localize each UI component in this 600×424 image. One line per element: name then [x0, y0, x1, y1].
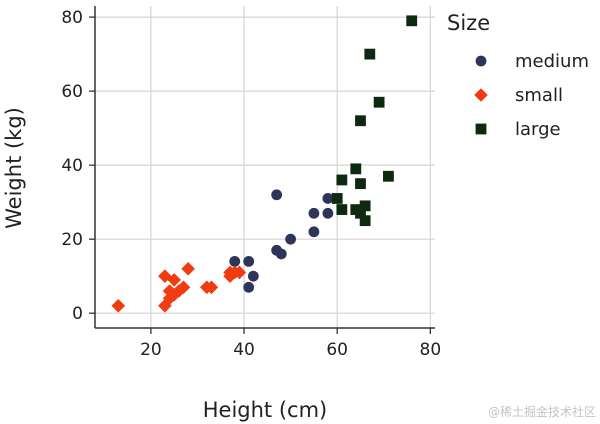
medium-point	[322, 193, 334, 204]
legend-small-marker	[474, 88, 488, 102]
legend-large-label: large	[515, 119, 561, 140]
y-tick-label: 80	[61, 8, 83, 28]
medium-point	[229, 255, 241, 267]
y-tick-label: 20	[61, 230, 83, 250]
x-tick-label: 20	[140, 340, 162, 360]
x-axis-title: Height (cm)	[203, 398, 327, 422]
large-point	[364, 48, 376, 60]
legend-small-label: small	[515, 85, 563, 106]
axes: 20 40 60 80 0 20 40 60 80	[61, 6, 441, 360]
medium-point	[247, 270, 259, 282]
small-point	[162, 284, 177, 298]
medium-point	[275, 248, 287, 260]
y-tick-label: 40	[61, 156, 83, 176]
small-point	[176, 280, 191, 295]
x-tick-label: 40	[233, 340, 255, 360]
large-point	[359, 215, 371, 227]
watermark-text: @稀土掘金技术社区	[488, 404, 596, 419]
medium-point	[308, 207, 320, 219]
large-point	[406, 15, 418, 27]
large-point	[355, 115, 366, 127]
large-point	[355, 207, 366, 219]
medium-point	[243, 281, 255, 293]
large-point	[350, 163, 362, 175]
legend-title: Size	[447, 11, 490, 35]
x-tick-label: 60	[326, 340, 348, 360]
large-point	[336, 204, 348, 215]
small-point	[167, 287, 181, 302]
large-point	[336, 174, 348, 186]
large-point	[383, 170, 394, 182]
medium-point	[243, 255, 255, 267]
large-point	[355, 178, 366, 190]
medium-point	[271, 189, 283, 201]
legend-large-marker	[475, 123, 487, 135]
grid	[95, 6, 435, 328]
large-point	[359, 200, 371, 212]
small-point	[158, 269, 172, 283]
small-point	[158, 298, 172, 313]
small-point	[162, 291, 177, 306]
small-point	[232, 265, 247, 280]
medium-point	[322, 207, 334, 219]
medium-point	[285, 233, 297, 245]
small-point	[167, 273, 181, 287]
legend-medium-label: medium	[515, 51, 589, 72]
large-point	[331, 193, 343, 204]
legend: Size medium small large	[447, 11, 589, 140]
medium-point	[308, 226, 320, 238]
small-point	[111, 298, 126, 313]
data-points	[111, 15, 418, 313]
large-point	[373, 96, 385, 108]
x-tick-label: 80	[420, 340, 442, 360]
y-axis-title: Weight (kg)	[2, 107, 26, 229]
small-point	[181, 261, 195, 276]
y-tick-label: 60	[61, 82, 83, 102]
y-tick-label: 0	[72, 304, 83, 324]
legend-medium-marker	[475, 55, 487, 67]
small-point	[172, 284, 186, 298]
small-point	[204, 280, 219, 295]
